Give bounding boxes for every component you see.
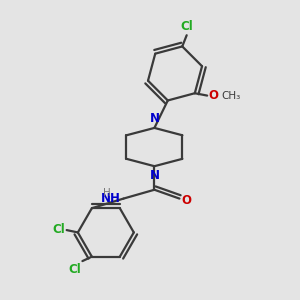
Text: O: O xyxy=(182,194,192,207)
Text: O: O xyxy=(208,89,219,102)
Text: NH: NH xyxy=(101,192,121,205)
Text: Cl: Cl xyxy=(68,263,81,276)
Text: CH₃: CH₃ xyxy=(221,91,241,100)
Text: N: N xyxy=(149,112,159,125)
Text: N: N xyxy=(149,169,159,182)
Text: Cl: Cl xyxy=(180,20,193,34)
Text: H: H xyxy=(103,188,111,198)
Text: Cl: Cl xyxy=(52,223,65,236)
